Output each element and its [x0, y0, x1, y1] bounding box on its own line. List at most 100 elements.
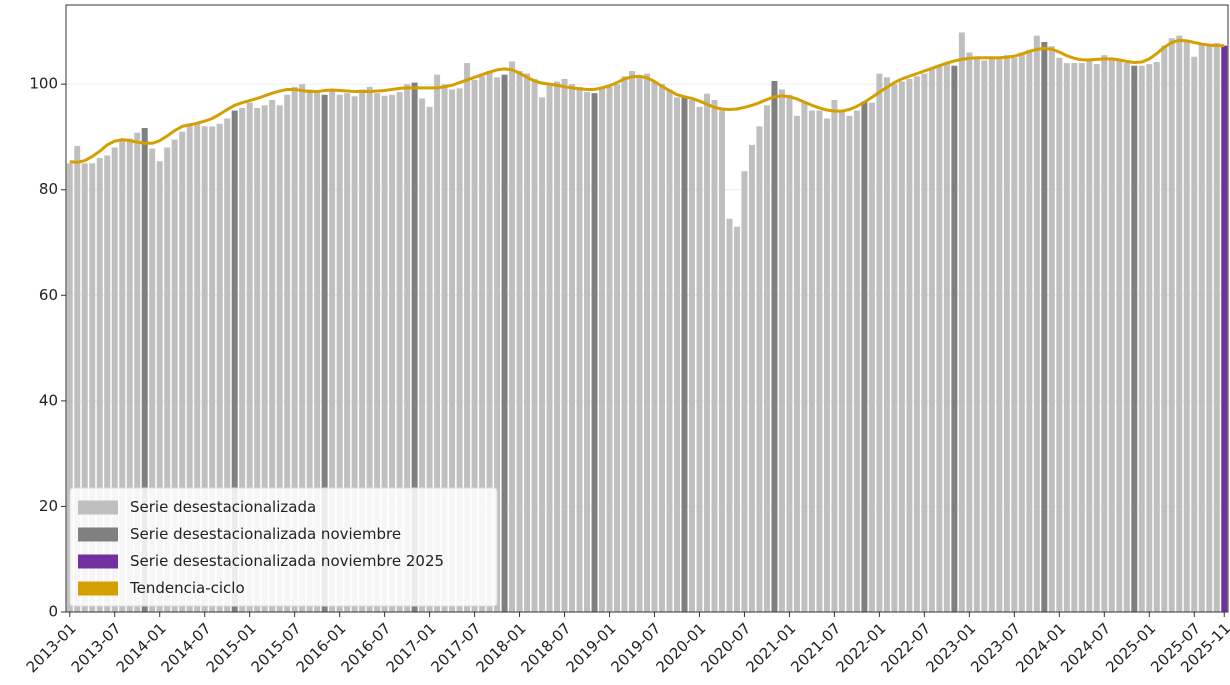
bar: [726, 218, 733, 612]
bar: [823, 118, 830, 612]
bar: [973, 57, 980, 613]
bar: [748, 144, 755, 613]
bar: [1101, 55, 1108, 612]
bar: [1071, 63, 1078, 613]
bar: [853, 110, 860, 612]
legend-label: Tendencia-ciclo: [129, 579, 245, 597]
bar: [156, 161, 163, 613]
bar: [831, 100, 838, 612]
bar: [1213, 43, 1220, 612]
bar: [1206, 45, 1213, 613]
bar: [134, 132, 141, 612]
bar: [141, 127, 148, 613]
bar: [389, 94, 396, 612]
bar: [673, 97, 680, 612]
bar: [718, 110, 725, 612]
bar: [449, 89, 456, 613]
bar: [419, 98, 426, 612]
bar: [808, 110, 815, 612]
bar: [81, 163, 88, 612]
bar: [516, 70, 523, 612]
bar: [891, 84, 898, 613]
bar: [584, 92, 591, 612]
y-tick-label: 40: [39, 391, 58, 409]
bar: [119, 139, 126, 613]
y-tick-label: 80: [39, 180, 58, 198]
bar: [883, 77, 890, 612]
bar: [1191, 56, 1198, 613]
bar: [1146, 64, 1153, 613]
bar: [479, 76, 486, 612]
bar: [269, 100, 276, 612]
bar: [494, 77, 501, 612]
bar: [771, 81, 778, 612]
bar: [696, 106, 703, 613]
bar: [591, 93, 598, 612]
bar: [756, 126, 763, 613]
plot-frame: [65, 4, 1229, 613]
bar: [711, 100, 718, 612]
bar: [254, 107, 261, 612]
bar: [351, 96, 358, 613]
bar: [988, 57, 995, 613]
bar: [561, 78, 568, 613]
bar: [1108, 57, 1115, 613]
bar: [861, 101, 868, 613]
bar: [816, 110, 823, 612]
bar: [703, 93, 710, 612]
y-tick-label: 60: [39, 286, 58, 304]
bar: [801, 102, 808, 612]
bar: [1011, 57, 1018, 613]
bar: [1221, 45, 1228, 613]
bar: [936, 65, 943, 612]
bar: [231, 110, 238, 612]
bar: [913, 76, 920, 612]
bar: [336, 94, 343, 612]
bar: [509, 61, 516, 612]
bar: [486, 70, 493, 612]
bar: [1131, 65, 1138, 612]
bar: [606, 86, 613, 612]
y-tick-label: 0: [48, 603, 58, 621]
bar: [763, 105, 770, 612]
bar: [966, 52, 973, 613]
bar: [1198, 44, 1205, 612]
bar: [778, 89, 785, 613]
bar: [434, 74, 441, 613]
bar: [681, 95, 688, 613]
bar: [261, 105, 268, 612]
bar: [531, 78, 538, 613]
bar: [471, 79, 478, 613]
bar: [74, 145, 81, 612]
legend-swatch: [78, 500, 118, 515]
y-tick-label: 100: [29, 75, 58, 93]
bar: [381, 95, 388, 613]
bar: [1176, 35, 1183, 613]
bar: [524, 73, 531, 613]
bar: [958, 32, 965, 612]
bar: [569, 84, 576, 613]
bar: [464, 63, 471, 613]
bar: [359, 89, 366, 613]
bar: [216, 123, 223, 613]
bar: [291, 86, 298, 612]
bar: [599, 86, 606, 612]
bar: [614, 84, 621, 613]
bar: [1056, 57, 1063, 613]
bar: [201, 126, 208, 613]
legend-swatch: [78, 527, 118, 542]
bar: [426, 106, 433, 613]
bar: [636, 76, 643, 612]
bar: [1153, 62, 1160, 612]
legend-label: Serie desestacionalizada: [130, 498, 316, 516]
bar: [621, 76, 628, 612]
bar: [1168, 38, 1175, 612]
bar: [838, 110, 845, 612]
bar: [996, 57, 1003, 613]
trend-line: [69, 38, 1225, 164]
bar: [1183, 41, 1190, 613]
bar: [733, 226, 740, 612]
bar: [411, 82, 418, 612]
y-tick-label: 20: [39, 497, 58, 515]
